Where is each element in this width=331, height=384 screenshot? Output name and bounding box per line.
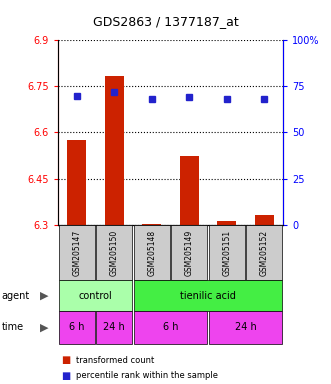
Text: GSM205148: GSM205148: [147, 229, 156, 276]
Text: GSM205149: GSM205149: [185, 229, 194, 276]
Text: ▶: ▶: [40, 322, 49, 333]
Text: GDS2863 / 1377187_at: GDS2863 / 1377187_at: [93, 15, 238, 28]
Text: tienilic acid: tienilic acid: [180, 291, 236, 301]
Text: GSM205151: GSM205151: [222, 229, 231, 276]
Bar: [67, 140, 86, 225]
Text: 24 h: 24 h: [235, 322, 257, 333]
Text: percentile rank within the sample: percentile rank within the sample: [76, 371, 218, 380]
Text: ▶: ▶: [40, 291, 49, 301]
Text: ■: ■: [61, 371, 71, 381]
Text: GSM205152: GSM205152: [260, 229, 269, 276]
Bar: [142, 224, 161, 225]
Text: agent: agent: [2, 291, 30, 301]
Text: time: time: [2, 322, 24, 333]
Text: ■: ■: [61, 355, 71, 365]
Text: 24 h: 24 h: [103, 322, 125, 333]
Text: GSM205150: GSM205150: [110, 229, 119, 276]
Text: control: control: [78, 291, 112, 301]
Text: 6 h: 6 h: [69, 322, 84, 333]
Bar: [255, 215, 274, 225]
Bar: [105, 76, 123, 225]
Text: 6 h: 6 h: [163, 322, 178, 333]
Bar: [217, 221, 236, 225]
Bar: [180, 156, 199, 225]
Text: transformed count: transformed count: [76, 356, 154, 365]
Text: GSM205147: GSM205147: [72, 229, 81, 276]
